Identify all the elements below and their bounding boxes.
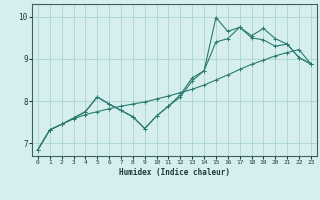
X-axis label: Humidex (Indice chaleur): Humidex (Indice chaleur) [119, 168, 230, 177]
